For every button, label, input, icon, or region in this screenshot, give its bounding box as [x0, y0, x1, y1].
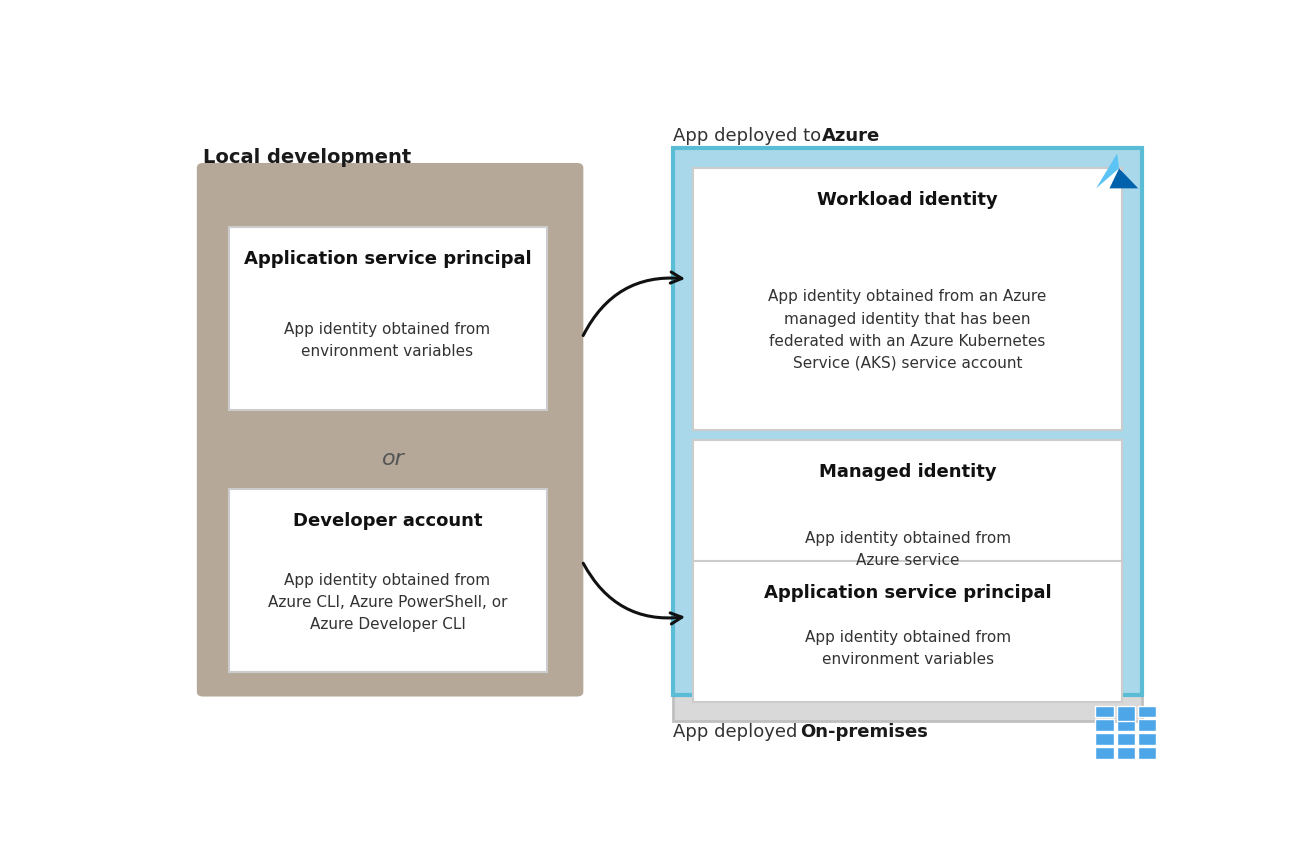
Text: App identity obtained from
Azure CLI, Azure PowerShell, or
Azure Developer CLI: App identity obtained from Azure CLI, Az… — [268, 573, 507, 632]
FancyBboxPatch shape — [693, 168, 1122, 430]
Text: App deployed to: App deployed to — [672, 127, 826, 146]
Text: App identity obtained from
Azure service: App identity obtained from Azure service — [804, 531, 1011, 568]
Text: Local development: Local development — [203, 148, 412, 168]
Text: App identity obtained from an Azure
managed identity that has been
federated wit: App identity obtained from an Azure mana… — [769, 289, 1046, 371]
FancyBboxPatch shape — [1117, 719, 1135, 731]
Text: Azure: Azure — [822, 127, 881, 146]
Text: Developer account: Developer account — [293, 511, 482, 529]
Text: App identity obtained from
environment variables: App identity obtained from environment v… — [284, 322, 491, 359]
FancyBboxPatch shape — [1138, 747, 1156, 759]
FancyBboxPatch shape — [228, 488, 547, 672]
FancyBboxPatch shape — [198, 164, 582, 695]
Text: On-premises: On-premises — [800, 723, 928, 741]
Text: Managed identity: Managed identity — [818, 463, 997, 481]
FancyBboxPatch shape — [1096, 747, 1114, 759]
Polygon shape — [1096, 153, 1119, 188]
FancyBboxPatch shape — [1138, 705, 1156, 717]
Text: App identity obtained from
environment variables: App identity obtained from environment v… — [804, 630, 1011, 666]
FancyBboxPatch shape — [1117, 734, 1135, 745]
Text: or: or — [382, 449, 404, 469]
FancyBboxPatch shape — [693, 440, 1122, 616]
FancyBboxPatch shape — [672, 148, 1143, 695]
FancyBboxPatch shape — [693, 561, 1122, 702]
FancyBboxPatch shape — [1138, 734, 1156, 745]
FancyBboxPatch shape — [1138, 719, 1156, 731]
FancyBboxPatch shape — [1117, 747, 1135, 759]
Text: App deployed: App deployed — [672, 723, 803, 741]
Text: Application service principal: Application service principal — [764, 584, 1052, 602]
FancyBboxPatch shape — [1096, 705, 1114, 717]
FancyBboxPatch shape — [228, 226, 547, 410]
FancyBboxPatch shape — [1117, 705, 1135, 721]
FancyBboxPatch shape — [1096, 734, 1114, 745]
FancyBboxPatch shape — [672, 525, 1143, 722]
Text: Workload identity: Workload identity — [817, 191, 998, 208]
Text: Application service principal: Application service principal — [244, 249, 532, 267]
Polygon shape — [1109, 168, 1139, 188]
FancyBboxPatch shape — [1096, 719, 1114, 731]
